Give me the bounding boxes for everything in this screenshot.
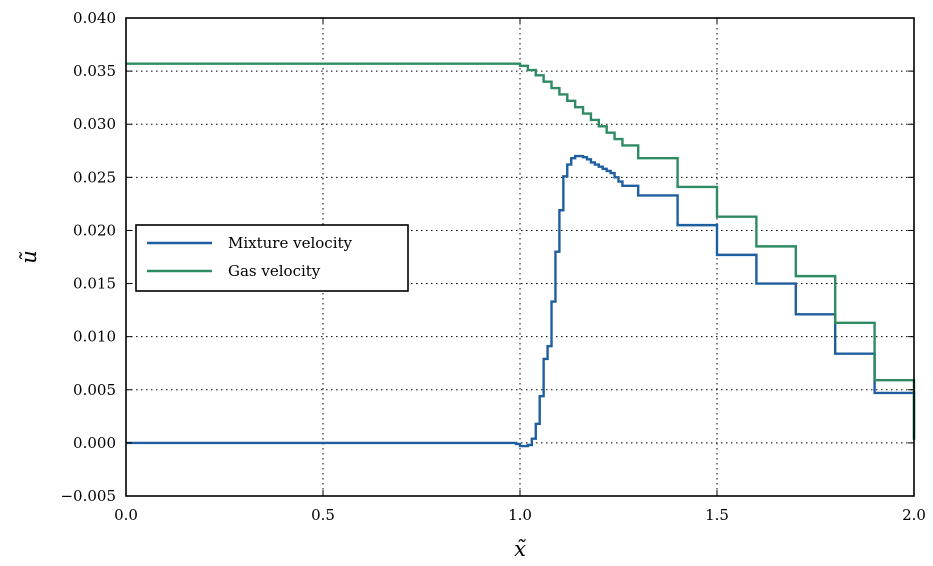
x-tick-label: 2.0 xyxy=(902,506,926,524)
y-tick-label: 0.010 xyxy=(73,328,116,346)
y-tick-label: 0.020 xyxy=(73,221,116,239)
x-tick-label: 0.5 xyxy=(311,506,335,524)
axis-tick-labels: 0.0 0.5 1.0 1.5 2.0 −0.005 0.000 0.005 0.010 0.01… xyxy=(60,9,925,524)
legend-label-gas-velocity: Gas velocity xyxy=(228,262,321,280)
x-tick-label: 1.0 xyxy=(508,506,532,524)
y-tick-label: 0.015 xyxy=(73,275,116,293)
series-line-mixture-velocity xyxy=(126,154,916,448)
y-axis-label: ũ xyxy=(17,250,41,264)
y-tick-label: 0.005 xyxy=(73,381,116,399)
series-line-gas-velocity xyxy=(126,62,916,440)
legend-box xyxy=(135,224,409,292)
y-tick-label: 0.035 xyxy=(73,62,116,80)
y-tick-label: −0.005 xyxy=(60,487,116,505)
x-axis-label: x̃ xyxy=(514,537,526,561)
legend: Mixture velocity Gas velocity xyxy=(135,224,409,292)
x-tick-label: 1.5 xyxy=(705,506,729,524)
legend-label-mixture-velocity: Mixture velocity xyxy=(228,234,353,252)
y-tick-label: 0.000 xyxy=(73,434,116,452)
axis-ticks xyxy=(125,17,915,497)
y-tick-label: 0.040 xyxy=(73,9,116,27)
x-tick-label: 0.0 xyxy=(114,506,138,524)
series-layer xyxy=(126,62,916,448)
y-tick-label: 0.030 xyxy=(73,115,116,133)
y-tick-label: 0.025 xyxy=(73,168,116,186)
